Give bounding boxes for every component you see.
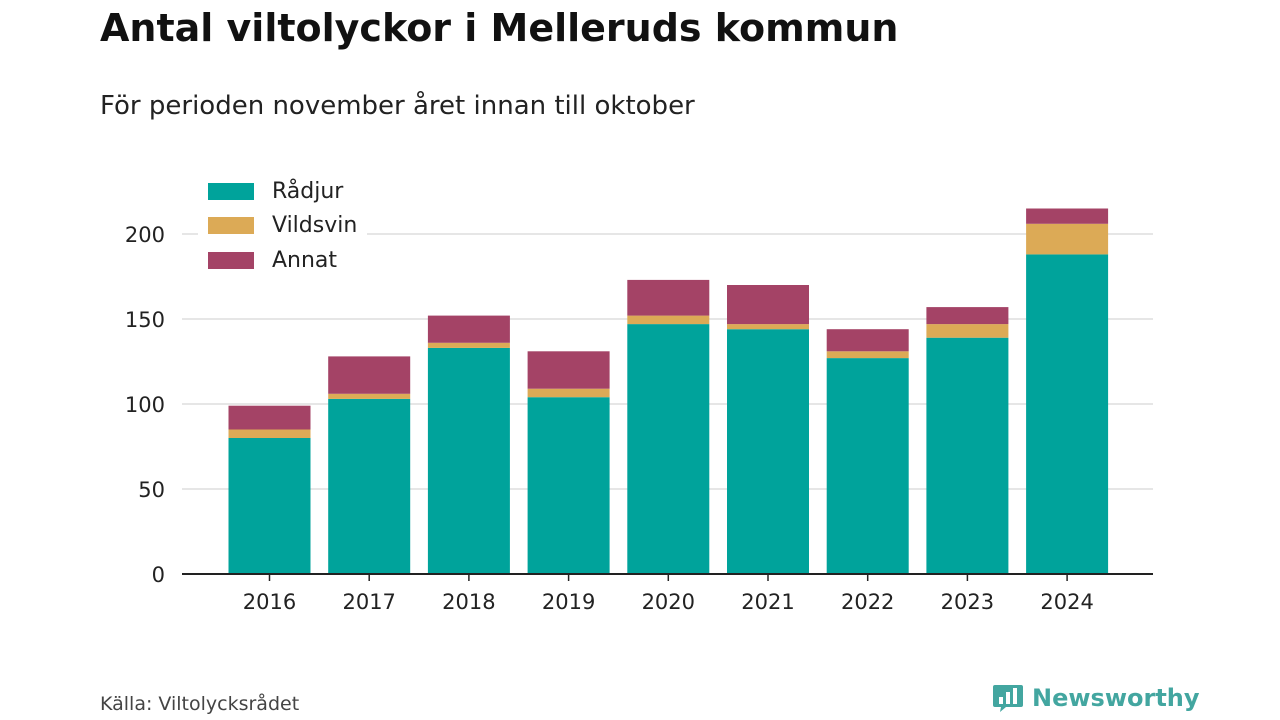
- bar-rdjur-2024: [1026, 254, 1109, 574]
- x-tick-label-2019: 2019: [542, 590, 595, 614]
- x-tick-label-2017: 2017: [342, 590, 395, 614]
- bar-rdjur-2023: [926, 337, 1009, 574]
- legend-swatch-vildsvin: [208, 217, 254, 235]
- bar-rdjur-2017: [328, 398, 411, 574]
- bar-annat-2023: [926, 307, 1009, 325]
- bar-rdjur-2021: [727, 329, 809, 574]
- x-tick-label-2023: 2023: [941, 590, 994, 614]
- bar-vildsvin-2016: [228, 429, 311, 438]
- x-tick-label-2021: 2021: [741, 590, 794, 614]
- brand-logo: Newsworthy: [992, 683, 1200, 713]
- legend-label-annat: Annat: [272, 247, 338, 273]
- bar-rdjur-2019: [527, 397, 610, 574]
- bar-annat-2019: [527, 351, 610, 389]
- x-tick-label-2018: 2018: [442, 590, 495, 614]
- bar-annat-2018: [427, 315, 510, 343]
- bar-rdjur-2016: [228, 438, 311, 574]
- bar-vildsvin-2018: [427, 342, 510, 348]
- legend-item-annat: Annat: [208, 243, 357, 278]
- legend-item-radjur: Rådjur: [208, 174, 357, 209]
- x-tick-label-2022: 2022: [841, 590, 894, 614]
- bar-vildsvin-2020: [627, 315, 710, 325]
- bar-rdjur-2020: [627, 324, 710, 574]
- legend: Rådjur Vildsvin Annat: [198, 172, 368, 280]
- bar-rdjur-2022: [826, 358, 909, 574]
- legend-swatch-annat: [208, 251, 254, 269]
- chart-subtitle: För perioden november året innan till ok…: [100, 91, 695, 121]
- bar-vildsvin-2017: [328, 393, 411, 399]
- brand-name: Newsworthy: [1032, 684, 1200, 712]
- y-tick-label-100: 100: [125, 393, 165, 417]
- legend-label-radjur: Rådjur: [272, 178, 344, 204]
- x-tick-label-2020: 2020: [642, 590, 695, 614]
- chart-title: Antal viltolyckor i Melleruds kommun: [100, 6, 899, 50]
- bar-annat-2022: [826, 329, 909, 352]
- source-note: Källa: Viltolycksrådet: [100, 693, 300, 715]
- legend-label-vildsvin: Vildsvin: [272, 213, 358, 239]
- bar-annat-2020: [627, 279, 710, 316]
- bar-rdjur-2018: [427, 347, 510, 574]
- y-tick-label-0: 0: [152, 563, 165, 587]
- y-tick-label-50: 50: [138, 478, 165, 502]
- bar-vildsvin-2019: [527, 388, 610, 398]
- bar-annat-2016: [228, 405, 311, 430]
- x-tick-label-2024: 2024: [1040, 590, 1093, 614]
- bar-annat-2021: [727, 285, 809, 325]
- bar-annat-2017: [328, 356, 411, 394]
- y-tick-label-200: 200: [125, 223, 165, 247]
- y-tick-label-150: 150: [125, 308, 165, 332]
- legend-item-vildsvin: Vildsvin: [208, 209, 357, 244]
- x-tick-label-2016: 2016: [243, 590, 296, 614]
- legend-swatch-radjur: [208, 182, 254, 200]
- bar-annat-2024: [1026, 208, 1109, 224]
- bar-vildsvin-2022: [826, 351, 909, 359]
- bar-vildsvin-2021: [727, 324, 809, 330]
- bar-vildsvin-2023: [926, 324, 1009, 338]
- bar-vildsvin-2024: [1026, 223, 1109, 255]
- newsworthy-logo-icon: [993, 685, 1023, 712]
